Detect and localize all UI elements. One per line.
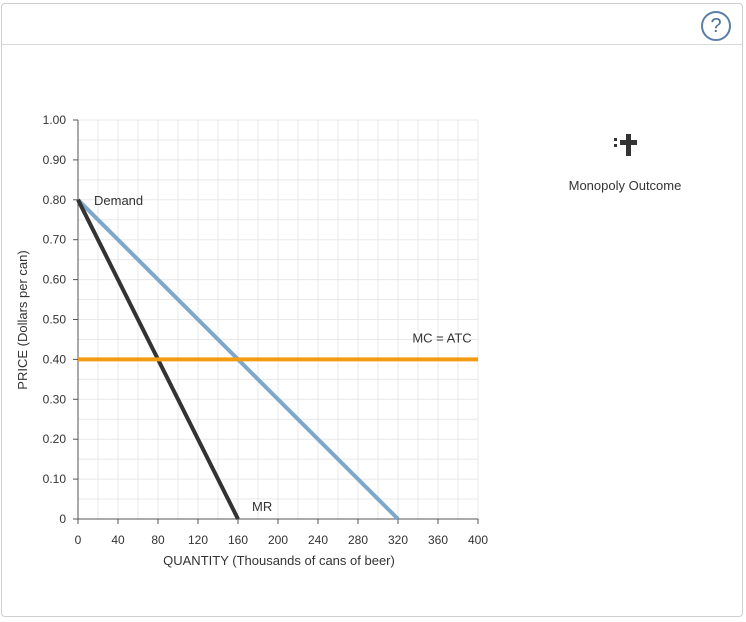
x-axis-label: QUANTITY (Thousands of cans of beer) [163,553,395,568]
panel-header [1,3,743,45]
help-button[interactable]: ? [701,11,731,41]
monopoly-outcome-label: Monopoly Outcome [568,178,682,193]
x-tick-label: 80 [151,533,165,547]
y-tick-label: 0.40 [43,352,67,366]
series-lines [76,198,478,521]
y-axis-label: PRICE (Dollars per can) [15,250,30,389]
y-tick-label: 0.80 [43,193,67,207]
y-tick-label: 0 [59,512,66,526]
y-tick-label: 0.20 [43,432,67,446]
x-tick-label: 360 [428,533,448,547]
y-tick-label: 0.70 [43,233,67,247]
monopoly-outcome-tool[interactable]: Monopoly Outcome [540,132,710,193]
y-tick-label: 0.10 [43,472,67,486]
y-tick-label: 1.00 [43,113,67,127]
demand-curve-label: Demand [94,193,143,208]
series-labels: Demand MR MC = ATC [94,193,472,514]
point-marker-icon [614,134,637,156]
y-tick-label: 0.30 [43,392,67,406]
x-tick-label: 40 [111,533,125,547]
tick-labels: 0 40 80 120 160 200 240 280 320 360 400 0 0.10 0.20 0.… [43,113,489,547]
y-tick-label: 0.50 [43,313,67,327]
y-tick-label: 0.60 [43,273,67,287]
y-tick-label: 0.90 [43,153,67,167]
x-tick-label: 0 [75,533,82,547]
axes [73,119,479,524]
mc-atc-curve-label: MC = ATC [412,330,471,345]
x-tick-label: 200 [268,533,288,547]
mr-curve-label: MR [252,499,272,514]
x-tick-label: 120 [188,533,208,547]
question-panel [1,3,743,617]
x-tick-label: 400 [468,533,488,547]
x-tick-label: 240 [308,533,328,547]
x-tick-label: 320 [388,533,408,547]
x-tick-label: 160 [228,533,248,547]
x-tick-label: 280 [348,533,368,547]
